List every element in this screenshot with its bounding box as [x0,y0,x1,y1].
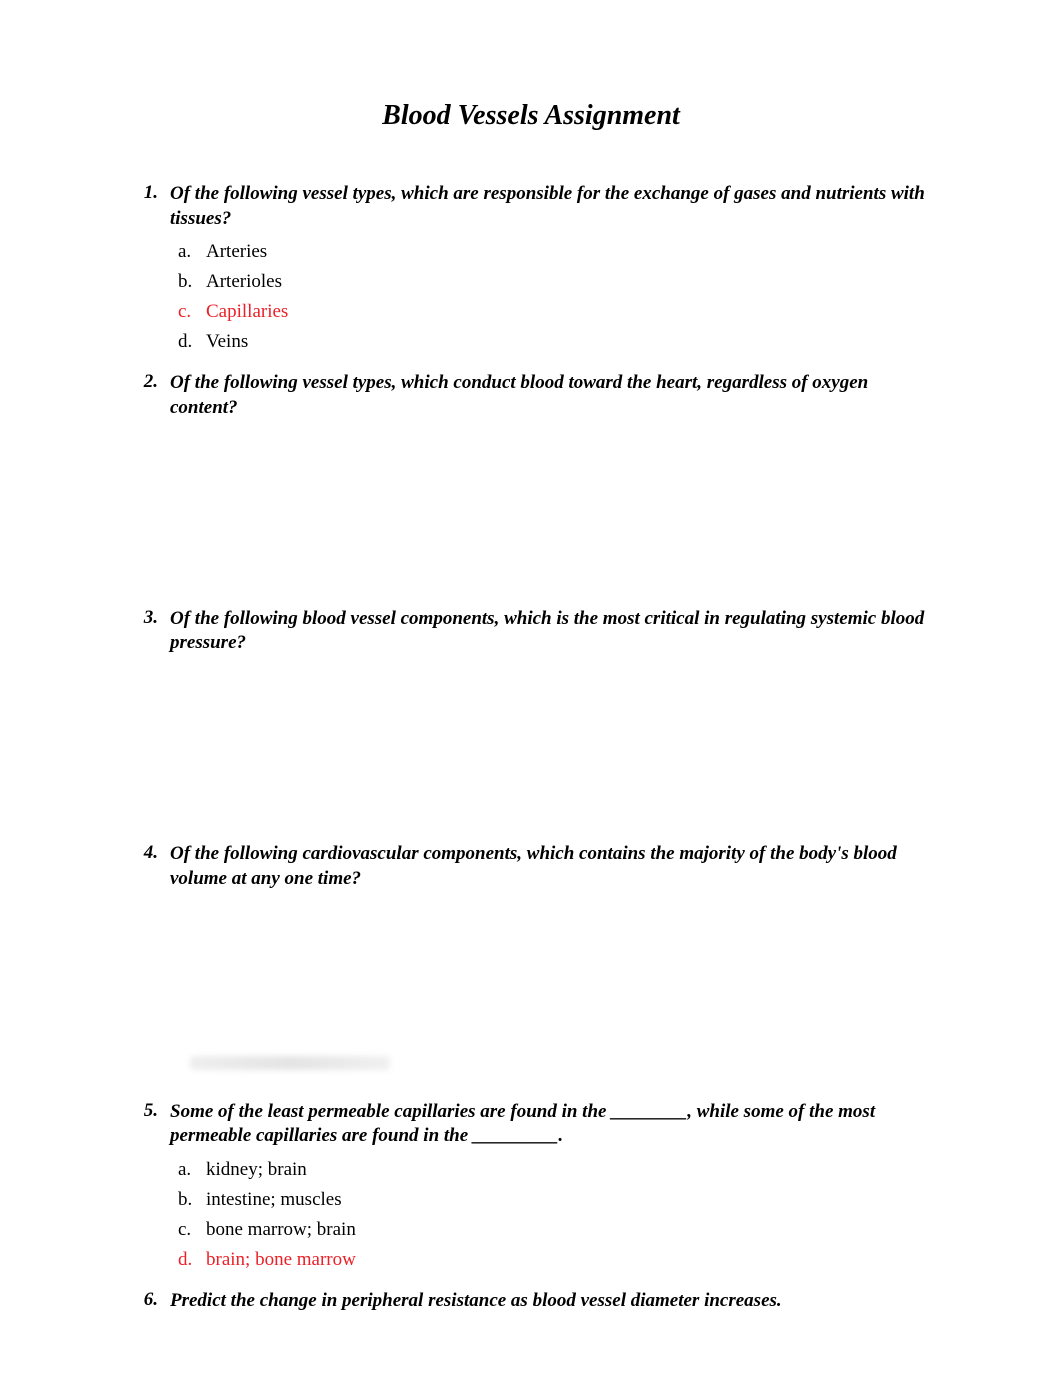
option-row: a.kidney; brain [130,1159,932,1181]
option-row: c.bone marrow; brain [130,1219,932,1241]
question-text: Of the following blood vessel components… [170,607,932,656]
question-row: 2.Of the following vessel types, which c… [130,371,932,420]
question-row: 5.Some of the least permeable capillarie… [130,1100,932,1149]
blurred-content [190,1056,390,1070]
question-number: 3. [130,607,170,629]
option-text: Veins [206,331,932,353]
question-block: 5.Some of the least permeable capillarie… [130,1100,932,1271]
spacer [130,439,932,607]
option-letter: a. [170,1159,206,1181]
question-number: 6. [130,1289,170,1311]
spacer [130,910,932,1038]
question-row: 4.Of the following cardiovascular compon… [130,842,932,891]
option-row: d.brain; bone marrow [130,1249,932,1271]
option-text: Capillaries [206,301,932,323]
question-number: 1. [130,182,170,204]
spacer [130,674,932,842]
option-text: brain; bone marrow [206,1249,932,1271]
question-number: 5. [130,1100,170,1122]
option-row: b.Arterioles [130,271,932,293]
option-row: b.intestine; muscles [130,1189,932,1211]
option-row: c.Capillaries [130,301,932,323]
option-row: d.Veins [130,331,932,353]
question-row: 6.Predict the change in peripheral resis… [130,1289,932,1314]
option-text: Arterioles [206,271,932,293]
option-text: kidney; brain [206,1159,932,1181]
question-text: Of the following cardiovascular componen… [170,842,932,891]
option-text: intestine; muscles [206,1189,932,1211]
option-letter: c. [170,1219,206,1241]
option-letter: d. [170,1249,206,1271]
question-text: Of the following vessel types, which are… [170,182,932,231]
option-letter: b. [170,271,206,293]
option-row: a.Arteries [130,241,932,263]
question-number: 2. [130,371,170,393]
option-letter: d. [170,331,206,353]
page-title: Blood Vessels Assignment [130,100,932,132]
option-letter: b. [170,1189,206,1211]
question-text: Some of the least permeable capillaries … [170,1100,932,1149]
question-block: 6.Predict the change in peripheral resis… [130,1289,932,1314]
questions-container: 1.Of the following vessel types, which a… [130,182,932,1314]
option-letter: c. [170,301,206,323]
question-block: 1.Of the following vessel types, which a… [130,182,932,353]
question-block: 3.Of the following blood vessel componen… [130,607,932,656]
option-text: bone marrow; brain [206,1219,932,1241]
question-row: 1.Of the following vessel types, which a… [130,182,932,231]
option-text: Arteries [206,241,932,263]
question-text: Of the following vessel types, which con… [170,371,932,420]
question-number: 4. [130,842,170,864]
option-letter: a. [170,241,206,263]
question-block: 2.Of the following vessel types, which c… [130,371,932,420]
question-block: 4.Of the following cardiovascular compon… [130,842,932,891]
question-row: 3.Of the following blood vessel componen… [130,607,932,656]
question-text: Predict the change in peripheral resista… [170,1289,932,1314]
